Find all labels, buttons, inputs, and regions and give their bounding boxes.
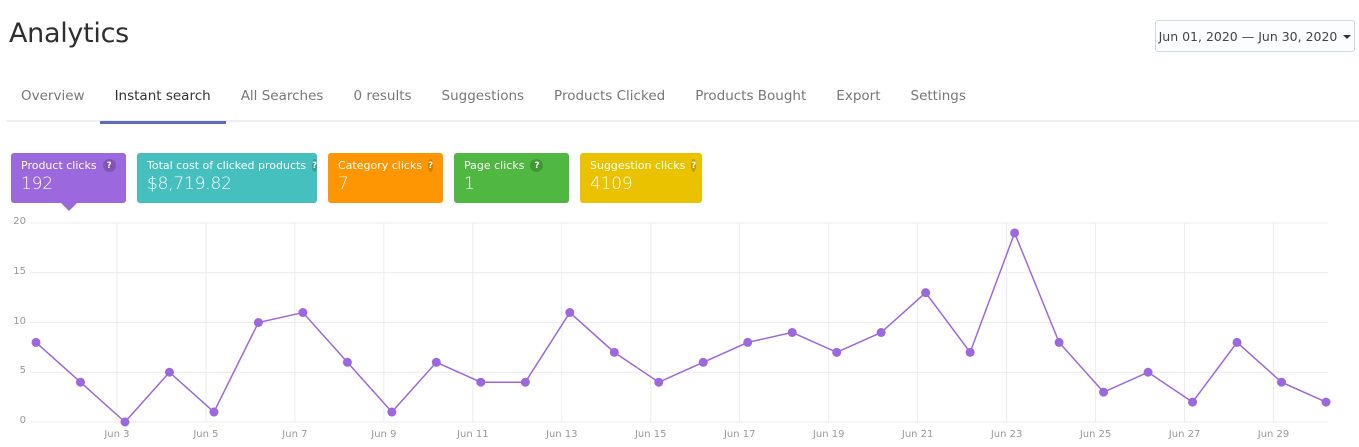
analytics-tabs: Overview Instant search All Searches 0 r… — [6, 76, 1359, 124]
tab-zero-results[interactable]: 0 results — [353, 88, 412, 104]
help-icon[interactable]: ? — [428, 159, 433, 172]
data-point[interactable] — [120, 417, 130, 427]
date-range-picker[interactable]: Jun 01, 2020 — Jun 30, 2020 — [1155, 20, 1355, 52]
x-axis-tick-label: Jun 7 — [282, 429, 308, 440]
data-point[interactable] — [787, 327, 797, 337]
y-axis-tick-label: 0 — [19, 415, 26, 426]
data-point[interactable] — [654, 377, 664, 387]
card-value: 192 — [21, 174, 53, 194]
help-icon[interactable]: ? — [691, 159, 697, 172]
data-point[interactable] — [342, 357, 352, 367]
data-point[interactable] — [31, 337, 41, 347]
x-axis-tick-label: Jun 13 — [546, 429, 578, 440]
card-page-clicks[interactable]: Page clicks? 1 — [454, 153, 569, 203]
tab-products-bought[interactable]: Products Bought — [695, 88, 807, 104]
card-label: Page clicks — [464, 159, 525, 172]
data-point[interactable] — [253, 318, 263, 327]
data-point[interactable] — [209, 407, 219, 417]
data-point[interactable] — [1232, 337, 1242, 347]
data-point[interactable] — [1277, 377, 1287, 387]
data-point[interactable] — [609, 347, 619, 357]
tab-all-searches[interactable]: All Searches — [240, 88, 324, 104]
data-point[interactable] — [876, 327, 886, 337]
tab-products-clicked[interactable]: Products Clicked — [554, 88, 666, 104]
card-value: $8,719.82 — [147, 174, 232, 194]
data-point[interactable] — [431, 357, 441, 367]
help-icon[interactable]: ? — [102, 159, 116, 172]
card-total-cost[interactable]: Total cost of clicked products? $8,719.8… — [137, 153, 318, 203]
x-axis-tick-label: Jun 21 — [901, 429, 934, 440]
caret-down-icon — [1343, 35, 1352, 39]
data-point[interactable] — [565, 308, 575, 318]
card-label: Total cost of clicked products — [147, 159, 307, 172]
data-point[interactable] — [1010, 228, 1020, 238]
card-category-clicks[interactable]: Category clicks? 7 — [328, 153, 443, 203]
date-range-label: Jun 01, 2020 — Jun 30, 2020 — [1158, 28, 1338, 44]
tab-export[interactable]: Export — [836, 88, 881, 104]
y-axis-tick-label: 15 — [13, 265, 26, 277]
y-axis-tick-label: 5 — [19, 365, 26, 377]
card-label: Category clicks — [338, 159, 423, 172]
metric-cards: Product clicks? 192 Total cost of clicke… — [11, 153, 702, 211]
x-axis-tick-label: Jun 3 — [104, 429, 130, 440]
card-value: 4109 — [590, 174, 633, 194]
data-point[interactable] — [1099, 387, 1109, 397]
x-axis-tick-label: Jun 17 — [723, 429, 756, 440]
data-point[interactable] — [921, 288, 931, 298]
tab-settings[interactable]: Settings — [910, 88, 966, 104]
data-point[interactable] — [1143, 367, 1153, 377]
page-title: Analytics — [9, 18, 129, 49]
data-point[interactable] — [1188, 397, 1198, 407]
card-label: Suggestion clicks — [590, 159, 686, 172]
help-icon[interactable]: ? — [312, 159, 318, 172]
x-axis-tick-label: Jun 23 — [990, 429, 1023, 440]
data-point[interactable] — [520, 377, 530, 387]
card-value: 7 — [338, 174, 349, 194]
data-point[interactable] — [476, 377, 486, 387]
help-icon[interactable]: ? — [530, 159, 544, 172]
card-product-clicks[interactable]: Product clicks? 192 — [11, 153, 126, 211]
x-axis-tick-label: Jun 9 — [371, 429, 397, 440]
card-suggestion-clicks[interactable]: Suggestion clicks? 4109 — [580, 153, 702, 203]
card-value: 1 — [464, 174, 475, 194]
data-point[interactable] — [164, 367, 174, 377]
product-clicks-line-chart: 0 5 10 15 20 Jun 3 Jun 5 Jun 7 Jun 9 Jun 11 Jun 13… — [0, 210, 1359, 447]
tab-suggestions[interactable]: Suggestions — [441, 88, 525, 104]
data-point[interactable] — [387, 407, 397, 417]
data-point[interactable] — [1321, 397, 1331, 407]
y-axis-tick-label: 20 — [13, 216, 26, 227]
data-point[interactable] — [965, 347, 975, 357]
chart-canvas[interactable] — [0, 210, 1359, 447]
data-point[interactable] — [298, 308, 308, 318]
x-axis-tick-label: Jun 29 — [1257, 429, 1290, 440]
y-axis-tick-label: 10 — [13, 315, 26, 327]
data-point[interactable] — [698, 357, 708, 367]
card-label: Product clicks — [21, 159, 97, 172]
x-axis-tick-label: Jun 11 — [457, 429, 489, 440]
x-axis-tick-label: Jun 5 — [193, 429, 219, 440]
x-axis-tick-label: Jun 27 — [1168, 429, 1201, 440]
data-point[interactable] — [1054, 337, 1064, 347]
data-point[interactable] — [75, 377, 85, 387]
data-point[interactable] — [832, 347, 842, 357]
x-axis-tick-label: Jun 19 — [812, 429, 845, 440]
x-axis-tick-label: Jun 25 — [1079, 429, 1112, 440]
data-point[interactable] — [743, 337, 753, 347]
tab-instant-search[interactable]: Instant search — [99, 76, 226, 124]
x-axis-tick-label: Jun 15 — [634, 429, 667, 440]
tab-overview[interactable]: Overview — [21, 88, 85, 104]
